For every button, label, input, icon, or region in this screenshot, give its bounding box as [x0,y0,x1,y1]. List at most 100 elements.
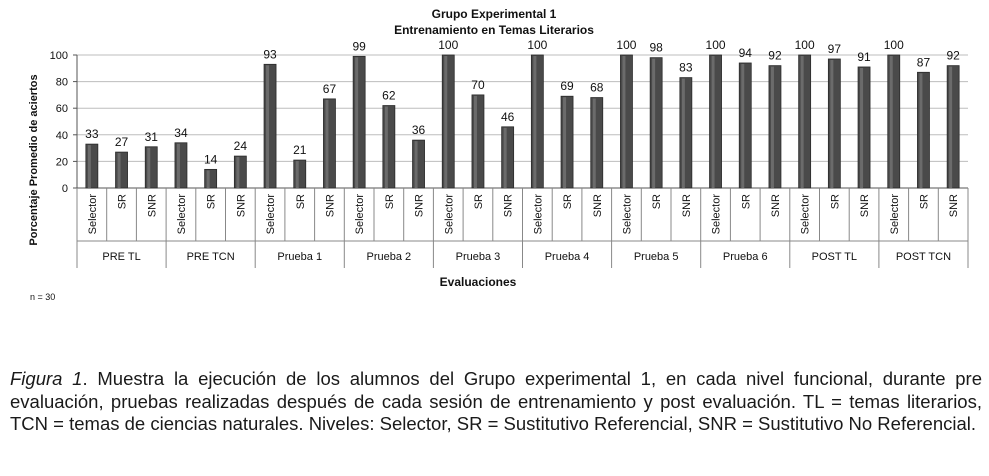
bar-highlight [384,106,388,188]
bar-highlight [949,66,953,188]
data-label: 27 [115,135,129,149]
category-label: SNR [948,194,960,217]
category-label: Selector [176,194,188,235]
bar-highlight [414,141,418,188]
category-label: SNR [235,194,247,217]
bar-highlight [355,57,359,188]
data-label: 98 [649,41,663,55]
data-label: 94 [739,46,753,60]
data-label: 92 [768,49,782,63]
bar [768,65,782,189]
group-label: POST TCN [896,251,951,263]
group-label: PRE TL [102,251,140,263]
y-tick-label: 60 [56,103,68,115]
bar [738,62,752,189]
data-label: 91 [857,50,871,64]
bar-highlight [919,73,923,188]
category-label: SR [206,194,218,209]
bar [85,143,99,189]
bar [530,54,544,189]
bar [204,168,218,189]
data-label: 92 [946,49,960,63]
category-label: SR [740,194,752,209]
bar-highlight [889,56,893,188]
data-label: 68 [590,81,604,95]
data-label: 62 [382,89,396,103]
bar [946,65,960,189]
bar-highlight [444,56,448,188]
bar-highlight [503,127,507,188]
group-label: Prueba 6 [723,251,768,263]
y-tick-label: 80 [56,77,68,89]
data-label: 97 [828,42,842,56]
category-label: Selector [621,194,633,235]
data-label: 87 [917,55,931,69]
bar-highlight [325,99,329,188]
bar [293,159,307,189]
bar-highlight [117,153,121,188]
bar [263,63,277,189]
bar-highlight [830,59,834,188]
category-label: SNR [859,194,871,217]
category-label: SR [651,194,663,209]
data-label: 100 [795,38,815,52]
bar [115,151,128,189]
bar [174,142,188,189]
y-tick-label: 0 [62,183,68,195]
category-label: SNR [414,194,426,217]
data-label: 83 [679,61,693,75]
category-label: SR [384,194,396,209]
bar [917,71,930,189]
bar [620,54,633,189]
category-label: SR [117,194,129,209]
data-label: 99 [352,39,366,53]
category-label: SNR [146,194,158,217]
category-label: SNR [503,194,515,217]
bar-highlight [622,56,626,188]
bar-highlight [711,56,715,188]
bar-highlight [147,147,151,188]
bar-highlight [860,67,864,188]
group-label: Prueba 2 [367,251,412,263]
data-label: 100 [616,38,636,52]
bar-highlight [800,56,804,188]
category-label: Selector [889,194,901,235]
category-label: Selector [800,194,812,235]
plot-area: 0 20 40 60 80 100 33 Selector 27 SR 31 SNR PRE TL 34 S… [50,38,969,268]
y-tick-label: 40 [56,130,68,142]
data-label: 31 [145,130,159,144]
category-label: SNR [681,194,693,217]
bar-highlight [533,56,537,188]
bar-highlight [176,143,180,188]
bar [857,66,871,189]
bar-highlight [236,157,240,188]
caption-text: . Muestra la ejecución de los alumnos de… [10,368,982,434]
sample-size-note: n = 30 [30,292,55,302]
x-axis-label: Evaluaciones [440,275,517,289]
bar-highlight [563,97,567,188]
category-label: Selector [354,194,366,235]
data-label: 24 [234,139,248,153]
y-axis-label: Porcentaje Promedio de aciertos [28,74,40,245]
figure-caption: Figura 1. Muestra la ejecución de los al… [10,368,982,436]
data-label: 36 [412,123,426,137]
category-label: SR [918,194,930,209]
bar-highlight [770,66,774,188]
group-label: Prueba 3 [456,251,501,263]
bar [887,54,901,189]
y-tick-label: 100 [50,50,68,62]
bar-highlight [295,161,299,188]
data-label: 69 [560,79,574,93]
category-label: Selector [532,194,544,235]
category-label: Selector [265,194,277,235]
data-label: 34 [174,126,188,140]
data-label: 67 [323,82,337,96]
category-label: SR [829,194,841,209]
bar [471,94,485,189]
chart-subtitle: Entrenamiento en Temas Literarios [394,23,594,37]
bar [649,57,663,189]
bar [441,54,455,189]
caption-lead: Figura 1 [10,368,83,389]
bar [412,139,425,189]
category-label: SR [562,194,574,209]
